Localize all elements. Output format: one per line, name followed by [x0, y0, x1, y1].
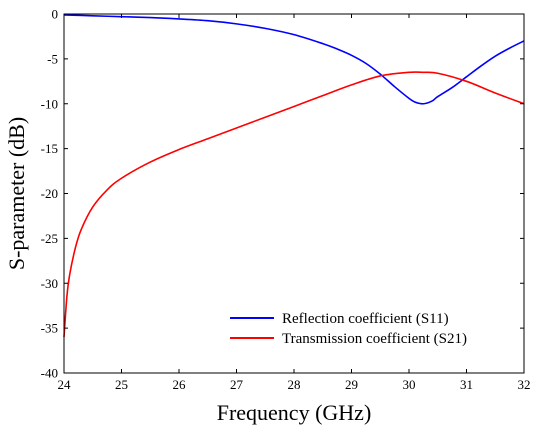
y-tick-label: -40: [41, 366, 58, 381]
x-tick-label: 28: [288, 377, 301, 392]
y-axis-title: S-parameter (dB): [4, 117, 29, 270]
y-tick-label: -10: [41, 96, 58, 111]
y-tick-label: -5: [47, 51, 58, 66]
legend: Reflection coefficient (S11) Transmissio…: [230, 311, 467, 347]
y-tick-label: -30: [41, 276, 58, 291]
x-tick-label: 27: [230, 377, 244, 392]
legend-label-s21: Transmission coefficient (S21): [282, 331, 467, 347]
legend-label-s11: Reflection coefficient (S11): [282, 311, 449, 327]
y-tick-label: 0: [52, 7, 59, 22]
y-tick-label: -35: [41, 321, 58, 336]
x-tick-label: 32: [518, 377, 531, 392]
x-tick-label: 25: [115, 377, 128, 392]
series-line-s11: [63, 14, 525, 105]
x-tick-label: 24: [58, 377, 72, 392]
y-tick-label: -15: [41, 141, 58, 156]
y-tick-label: -20: [41, 186, 58, 201]
x-tick-label: 29: [345, 377, 358, 392]
x-tick-label: 31: [460, 377, 473, 392]
series-line-s21: [63, 71, 525, 338]
x-tick-label: 30: [403, 377, 416, 392]
x-axis-title: Frequency (GHz): [217, 400, 372, 425]
axis-ticks: [63, 13, 525, 374]
x-tick-label: 26: [173, 377, 187, 392]
y-tick-label: -25: [41, 231, 58, 246]
axis-tick-labels: 24 25 26 27 28 29 30 31 32 0 -5 -10 -15 -20 -25 -30 -35 -…: [41, 7, 531, 393]
plot-lines: [63, 14, 525, 338]
